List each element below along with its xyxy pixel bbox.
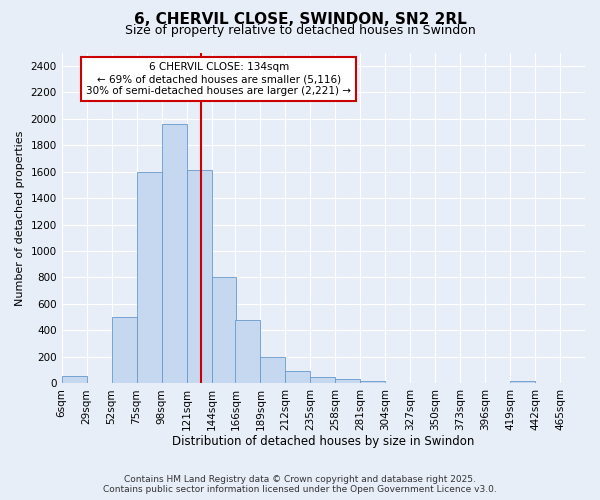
Text: Size of property relative to detached houses in Swindon: Size of property relative to detached ho…: [125, 24, 475, 37]
Bar: [286, 371, 310, 384]
Bar: [187, 170, 212, 384]
Bar: [235, 320, 260, 384]
Bar: [360, 382, 385, 384]
X-axis label: Distribution of detached houses by size in Swindon: Distribution of detached houses by size …: [172, 434, 475, 448]
Text: Contains HM Land Registry data © Crown copyright and database right 2025.
Contai: Contains HM Land Registry data © Crown c…: [103, 474, 497, 494]
Bar: [112, 317, 137, 384]
Bar: [212, 278, 236, 384]
Bar: [310, 378, 335, 384]
Text: 6, CHERVIL CLOSE, SWINDON, SN2 2RL: 6, CHERVIL CLOSE, SWINDON, SN2 2RL: [134, 12, 466, 28]
Bar: [62, 376, 86, 384]
Y-axis label: Number of detached properties: Number of detached properties: [15, 130, 25, 306]
Bar: [161, 124, 187, 384]
Bar: [260, 357, 286, 384]
Text: 6 CHERVIL CLOSE: 134sqm
← 69% of detached houses are smaller (5,116)
30% of semi: 6 CHERVIL CLOSE: 134sqm ← 69% of detache…: [86, 62, 351, 96]
Bar: [385, 382, 410, 384]
Bar: [137, 172, 161, 384]
Bar: [510, 380, 535, 384]
Bar: [335, 380, 360, 384]
